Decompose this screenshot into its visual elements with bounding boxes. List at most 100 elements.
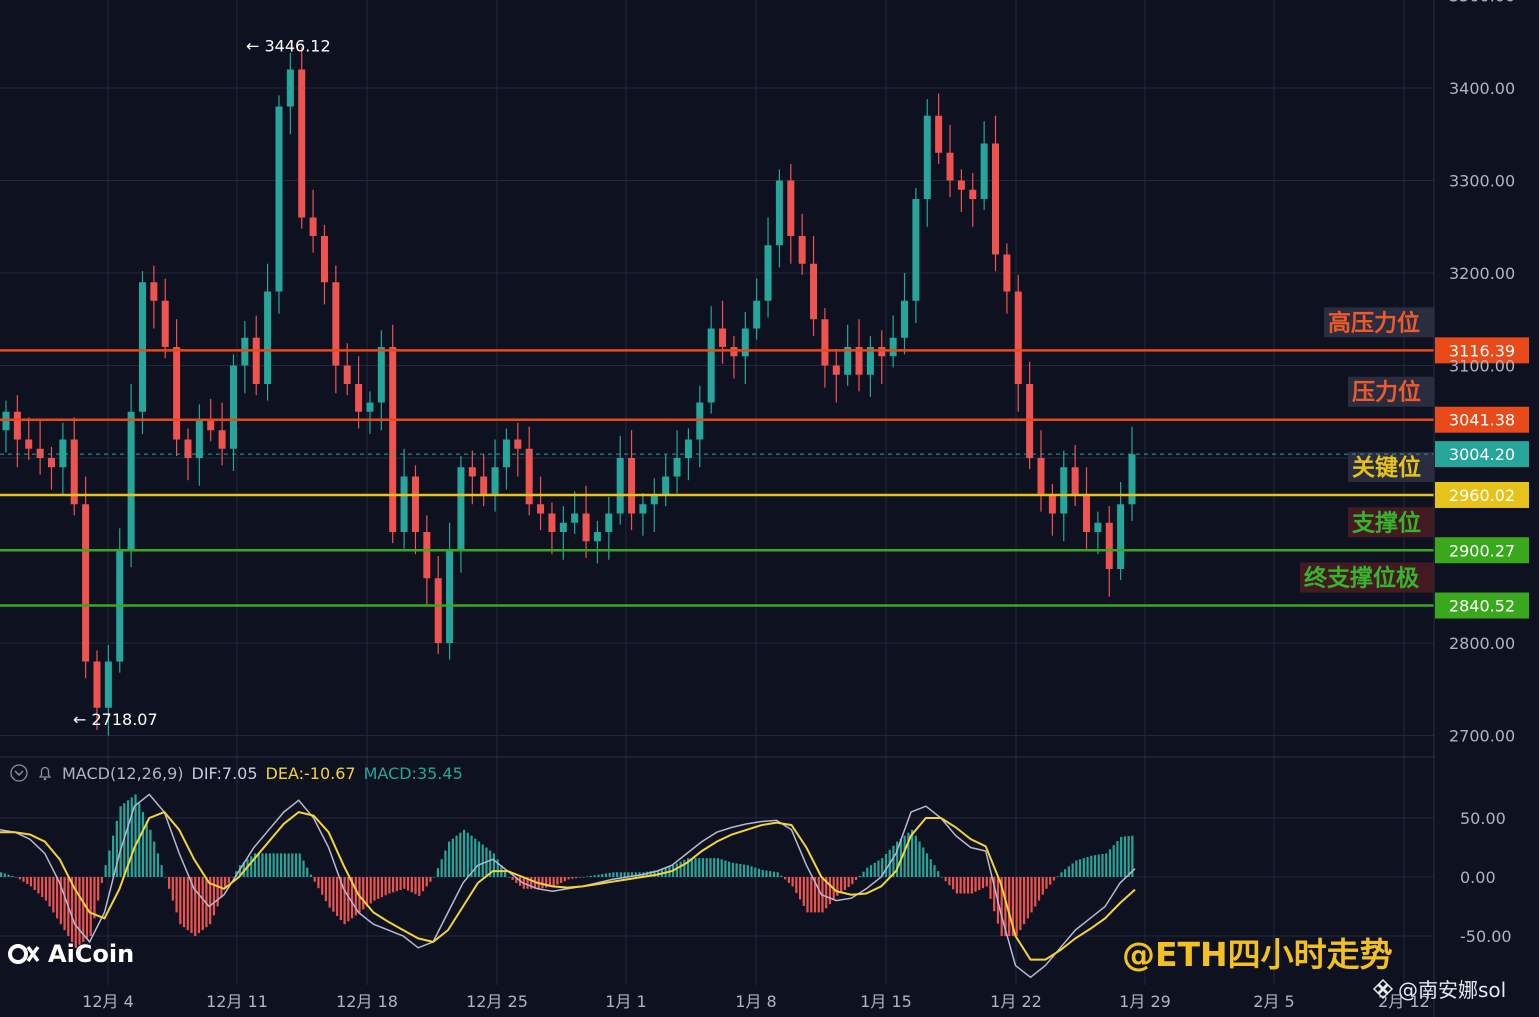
- candle-body: [1048, 495, 1056, 514]
- macd-hist-bar: [907, 832, 910, 877]
- macd-hist-bar: [1052, 877, 1056, 881]
- candle-body: [525, 448, 533, 505]
- macd-hist-bar: [459, 832, 462, 877]
- candle-body: [138, 282, 146, 412]
- candle-body: [866, 347, 874, 375]
- macd-hist-bar: [515, 877, 518, 883]
- level-name-bg: [1324, 307, 1434, 338]
- macd-hist-bar: [418, 877, 421, 896]
- macd-hist-bar: [477, 841, 481, 877]
- macd-hist-bar: [496, 859, 499, 877]
- macd-hist-bar: [89, 877, 92, 936]
- macd-hist-bar: [1004, 877, 1007, 936]
- macd-hist-bar: [989, 877, 992, 899]
- macd-hist-bar: [709, 858, 712, 877]
- collapse-chevron-icon[interactable]: [10, 764, 28, 782]
- macd-hist-bar: [507, 877, 510, 878]
- macd-hist-bar: [321, 877, 324, 895]
- macd-hist-bar: [265, 853, 268, 877]
- macd-hist-bar: [918, 841, 921, 877]
- macd-hist-bar: [224, 877, 227, 889]
- candle-body: [502, 439, 510, 468]
- level-price-value: 2900.27: [1449, 541, 1515, 560]
- macd-hist-bar: [601, 874, 604, 877]
- macd-hist-bar: [862, 871, 865, 877]
- macd-hist-bar: [313, 877, 316, 882]
- macd-hist-bar: [388, 877, 391, 894]
- macd-hist-bar: [29, 877, 33, 887]
- macd-hist-bar: [866, 867, 869, 877]
- macd-hist-bar: [1019, 877, 1022, 931]
- macd-hist-bar: [1026, 877, 1029, 919]
- macd-hist-bar: [914, 835, 917, 877]
- macd-hist-bar: [929, 859, 932, 877]
- time-tick-label: 2月 5: [1253, 992, 1294, 1011]
- macd-hist-bar: [56, 877, 59, 919]
- candle-body: [320, 236, 328, 283]
- candle-body: [605, 513, 613, 532]
- candle-body: [264, 291, 272, 384]
- macd-hist-bar: [574, 877, 578, 879]
- macd-hist-bar: [489, 850, 492, 877]
- macd-hist-bar: [933, 865, 936, 877]
- macd-hist-bar: [455, 835, 458, 877]
- candle-body: [468, 467, 476, 477]
- level-price-tag-bg: [1435, 406, 1529, 433]
- macd-hist-bar: [1127, 836, 1130, 877]
- candle-body: [104, 661, 112, 708]
- macd-indicator-name[interactable]: MACD(12,26,9): [62, 763, 184, 783]
- candle-body: [684, 439, 692, 458]
- macd-hist-bar: [608, 872, 611, 877]
- candle-body: [1083, 495, 1091, 532]
- level-name-bg: [1348, 376, 1434, 407]
- macd-hist-bar: [873, 862, 876, 877]
- macd-hist-bar: [261, 853, 264, 877]
- time-tick-label: 1月 22: [990, 992, 1042, 1011]
- candle-body: [719, 328, 727, 347]
- chart-caption: @ETH四小时走势: [1122, 935, 1393, 974]
- macd-hist-bar: [974, 877, 977, 892]
- price-tick-label: 3400.00: [1449, 79, 1515, 98]
- level-price-tag-bg: [1435, 337, 1529, 364]
- candle-body: [457, 467, 465, 551]
- macd-hist-bar: [798, 877, 802, 900]
- candle-body: [878, 347, 886, 357]
- candle-body: [332, 282, 340, 366]
- macd-hist-bar: [966, 877, 970, 894]
- candle-body: [82, 504, 90, 662]
- macd-hist-bar: [896, 841, 899, 877]
- macd-hist-bar: [604, 873, 608, 877]
- macd-hist-bar: [828, 877, 832, 905]
- candle-body: [298, 69, 306, 218]
- candle-body: [764, 245, 772, 301]
- macd-hist-bar: [78, 877, 81, 945]
- macd-hist-bar: [1082, 858, 1085, 877]
- macd-hist-bar: [108, 850, 111, 877]
- alert-bell-icon[interactable]: [36, 764, 54, 782]
- macd-hist-bar: [851, 877, 854, 885]
- time-tick-label: 1月 1: [605, 992, 646, 1011]
- macd-hist-bar: [44, 877, 48, 901]
- author-watermark: @南安娜sol: [1372, 974, 1506, 1003]
- macd-hist-bar: [765, 870, 768, 877]
- macd-hist-bar: [616, 872, 619, 877]
- candle-body: [741, 328, 749, 357]
- macd-hist-bar: [526, 877, 529, 889]
- time-tick-label: 1月 15: [860, 992, 912, 1011]
- macd-hist-bar: [294, 853, 298, 877]
- candle-body: [150, 282, 158, 301]
- candle-body: [400, 476, 408, 532]
- candle-body: [832, 365, 840, 375]
- macd-hist-bar: [3, 873, 6, 877]
- candle-body: [1026, 384, 1034, 458]
- level-price-tag: 2900.27: [1435, 537, 1529, 564]
- candle-body: [411, 476, 419, 532]
- current-price-value: 3004.20: [1449, 445, 1515, 464]
- candle-body: [377, 347, 385, 403]
- macd-hist-bar: [627, 872, 630, 877]
- macd-hist-bar: [701, 858, 705, 877]
- candle-body: [1003, 254, 1011, 292]
- candle-body: [673, 458, 681, 477]
- macd-hist-bar: [1123, 836, 1126, 877]
